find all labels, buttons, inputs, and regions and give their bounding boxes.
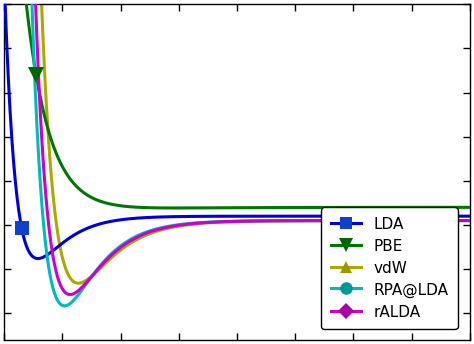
Legend: LDA, PBE, vdW, RPA@LDA, rALDA: LDA, PBE, vdW, RPA@LDA, rALDA xyxy=(321,207,457,329)
